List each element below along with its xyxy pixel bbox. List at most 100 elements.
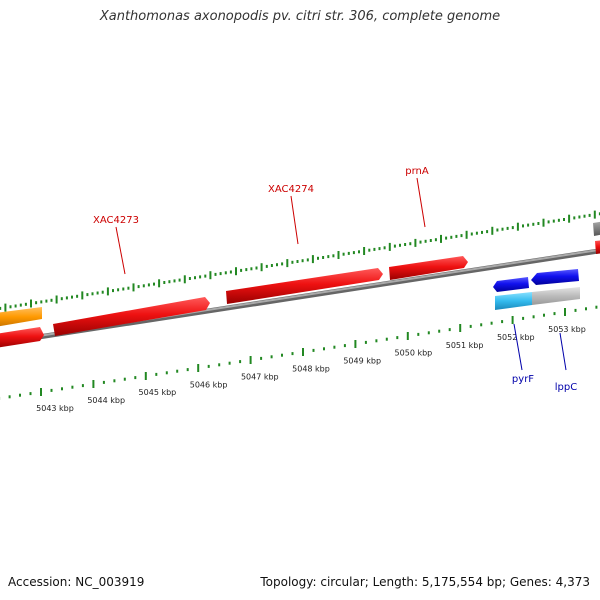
minor-tick [270, 264, 273, 267]
minor-tick [419, 240, 422, 244]
minor-tick [481, 230, 483, 234]
minor-tick [373, 247, 376, 251]
scale-label-5050: 5050 kbp [395, 349, 433, 358]
major-tick [40, 388, 42, 396]
major-tick [81, 291, 84, 300]
minor-tick [552, 219, 555, 223]
major-tick [542, 218, 545, 227]
minor-tick [470, 232, 473, 236]
minor-tick [322, 256, 325, 259]
minor-tick [296, 260, 299, 263]
minor-tick [332, 254, 335, 258]
minor-tick [563, 218, 565, 221]
major-tick [209, 271, 212, 280]
major-tick [406, 332, 409, 340]
gene-feature-right-edge [595, 240, 600, 254]
minor-tick [245, 268, 248, 272]
gene-feature-left-edge [0, 327, 44, 348]
minor-tick [0, 306, 2, 310]
minor-tick [260, 356, 263, 360]
minor-tick [455, 234, 458, 238]
minor-tick [588, 213, 591, 217]
minor-tick [281, 262, 284, 266]
other-features [0, 221, 600, 327]
grey-feature-edge [593, 221, 600, 236]
minor-tick [76, 294, 79, 298]
major-tick [465, 230, 468, 239]
minor-tick [506, 226, 509, 230]
minor-tick [306, 258, 309, 262]
gene-label-xac4273: XAC4273 [93, 215, 139, 226]
gene-feature-xac4274 [226, 268, 383, 304]
minor-tick [522, 224, 524, 228]
minor-tick [427, 331, 430, 335]
gene-label-prna: prnA [405, 166, 429, 177]
major-tick [363, 247, 366, 255]
minor-tick [323, 347, 325, 351]
minor-tick [342, 252, 345, 256]
minor-tick [385, 337, 388, 341]
gene-feature-lppc-cds [532, 287, 580, 305]
minor-tick [101, 290, 104, 294]
minor-tick [291, 260, 294, 264]
minor-tick [19, 303, 22, 307]
minor-tick [281, 353, 283, 357]
major-tick [414, 238, 417, 247]
minor-tick [112, 289, 114, 293]
minor-tick [178, 278, 181, 282]
minor-tick [378, 247, 381, 251]
tick-track-forward [0, 210, 600, 312]
major-tick [388, 242, 391, 251]
minor-tick [409, 242, 412, 246]
minor-tick [50, 298, 53, 302]
orange-feature [0, 307, 42, 327]
major-tick [4, 303, 7, 312]
major-tick [354, 340, 357, 348]
minor-tick [219, 272, 222, 276]
minor-tick [375, 339, 378, 343]
minor-tick [417, 332, 420, 336]
gene-feature-lppc [531, 269, 579, 285]
minor-tick [24, 302, 27, 306]
minor-tick [276, 263, 278, 267]
minor-tick [399, 243, 401, 247]
minor-tick [301, 259, 304, 263]
gene-label-xac4274: XAC4274 [268, 184, 314, 195]
minor-tick [527, 223, 530, 227]
minor-tick [347, 251, 350, 255]
minor-tick [71, 385, 74, 389]
minor-tick [199, 275, 202, 279]
scale-label-5046: 5046 kbp [190, 380, 228, 389]
gene-label-pyrf: pyrF [512, 374, 534, 385]
minor-tick [228, 361, 231, 365]
minor-tick [165, 371, 168, 375]
minor-tick [35, 301, 38, 305]
minor-tick [429, 239, 432, 242]
minor-tick [40, 300, 43, 304]
minor-tick [460, 234, 463, 238]
minor-tick [113, 379, 116, 383]
gene-feature-pyrf [493, 277, 529, 292]
minor-tick [204, 274, 207, 278]
minor-tick [142, 284, 145, 288]
scale-label-5051: 5051 kbp [446, 341, 484, 350]
scale-label-5045: 5045 kbp [139, 388, 177, 397]
minor-tick [65, 296, 68, 300]
minor-tick [153, 282, 155, 286]
minor-tick [122, 287, 125, 291]
minor-tick [501, 320, 504, 324]
minor-tick [14, 304, 17, 308]
major-tick [516, 222, 519, 231]
major-tick [197, 364, 200, 372]
scale-label-5049: 5049 kbp [343, 357, 381, 366]
minor-tick [358, 250, 360, 254]
minor-tick [368, 248, 371, 252]
gene-feature-xac4273 [53, 297, 210, 336]
minor-tick [469, 324, 472, 328]
scale-labels: 5043 kbp 5044 kbp 5045 kbp 5046 kbp 5047 kbp… [36, 325, 586, 413]
minor-tick [168, 280, 171, 284]
reverse-genes [493, 269, 580, 310]
major-tick [286, 259, 289, 268]
minor-tick [102, 380, 105, 384]
minor-tick [501, 227, 504, 231]
